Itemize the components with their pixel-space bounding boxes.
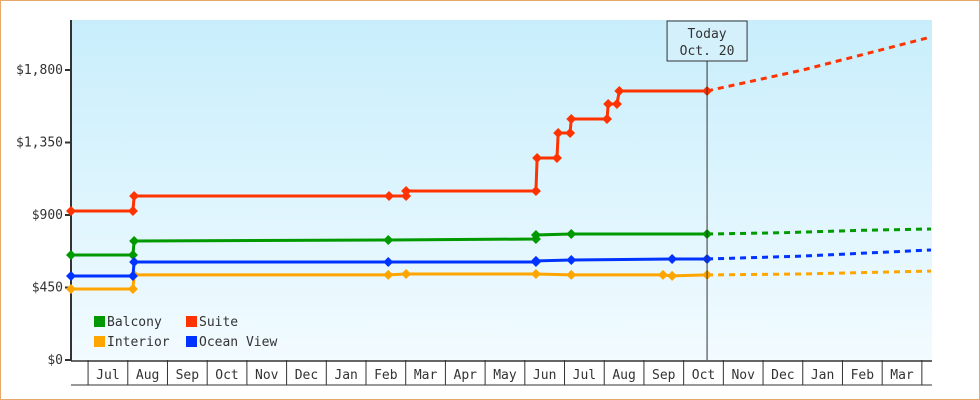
- balcony-data-point: [127, 249, 138, 260]
- x-tick-label: Apr: [454, 368, 478, 383]
- suite-data-point: [551, 152, 562, 163]
- legend-swatch: [94, 336, 105, 347]
- x-tick-label: Feb: [851, 368, 875, 383]
- ocean-view-data-point: [566, 254, 577, 265]
- suite-data-point: [530, 185, 541, 196]
- legend-swatch: [94, 316, 105, 327]
- y-tick-label: $0: [47, 353, 63, 368]
- x-tick-label: Jul: [96, 368, 119, 383]
- suite-data-point: [401, 185, 412, 196]
- interior-projection-line: [707, 269, 932, 277]
- legend-label: Suite: [199, 315, 238, 330]
- x-tick-label: Jan: [811, 368, 834, 383]
- y-tick-label: $1,800: [16, 63, 63, 78]
- today-label-box: [666, 20, 748, 62]
- balcony-data-point: [129, 235, 140, 246]
- interior-data-point: [566, 269, 577, 280]
- suite-data-point: [566, 113, 577, 124]
- ocean-view-data-point: [129, 257, 140, 268]
- suite-data-point: [384, 190, 395, 201]
- x-tick-label: Nov: [731, 368, 755, 383]
- today-label: Today: [687, 27, 726, 42]
- suite-data-point: [611, 98, 622, 109]
- ocean-view-data-point: [383, 257, 394, 268]
- legend-label: Balcony: [107, 315, 162, 330]
- x-tick-label: Jan: [334, 368, 357, 383]
- x-tick-label: Mar: [890, 368, 914, 383]
- y-tick-label: $900: [32, 208, 63, 223]
- interior-data-point: [667, 270, 678, 281]
- suite-data-point: [553, 127, 564, 138]
- legend-label: Ocean View: [199, 335, 277, 350]
- interior-data-point: [383, 269, 394, 280]
- x-tick-label: Sep: [652, 368, 676, 383]
- suite-data-point: [614, 85, 625, 96]
- ocean-view-data-point: [530, 255, 541, 266]
- y-tick-label: $450: [32, 281, 63, 296]
- x-tick-label: Aug: [136, 368, 159, 383]
- ocean-view-projection-line: [707, 248, 932, 261]
- balcony-data-point: [383, 234, 394, 245]
- x-tick-label: Dec: [771, 368, 794, 383]
- balcony-data-point: [566, 229, 577, 240]
- ocean-view-data-point: [127, 271, 138, 282]
- ocean-view-data-point: [66, 271, 76, 282]
- x-tick-label: Jul: [573, 368, 596, 383]
- y-tick-label: $1,350: [16, 136, 63, 151]
- x-tick-label: Dec: [295, 368, 318, 383]
- suite-data-point: [565, 127, 576, 138]
- balcony-data-point: [66, 249, 76, 260]
- today-date-label: Oct. 20: [680, 44, 735, 59]
- balcony-data-point: [530, 229, 541, 240]
- suite-data-point: [602, 113, 613, 124]
- x-tick-label: Oct: [692, 368, 715, 383]
- suite-data-point: [66, 205, 76, 216]
- interior-data-point: [401, 268, 412, 279]
- interior-data-point: [657, 269, 668, 280]
- suite-data-point: [532, 152, 543, 163]
- ocean-view-data-point: [667, 253, 678, 264]
- interior-data-point: [530, 268, 541, 279]
- interior-series-line: [71, 272, 708, 291]
- legend-label: Interior: [107, 335, 170, 350]
- suite-data-point: [127, 205, 138, 216]
- interior-data-point: [127, 283, 138, 294]
- x-tick-label: Aug: [612, 368, 635, 383]
- legend-swatch: [186, 336, 197, 347]
- x-tick-label: Oct: [215, 368, 238, 383]
- x-tick-label: Nov: [255, 368, 279, 383]
- interior-data-point: [66, 283, 76, 294]
- suite-data-point: [603, 98, 614, 109]
- x-tick-label: Sep: [176, 368, 200, 383]
- suite-data-point: [129, 190, 140, 201]
- x-tick-label: Jun: [533, 368, 556, 383]
- x-tick-label: Mar: [414, 368, 438, 383]
- balcony-projection-line: [707, 227, 932, 236]
- x-tick-label: Feb: [374, 368, 398, 383]
- legend-swatch: [186, 316, 197, 327]
- x-tick-label: May: [493, 368, 517, 383]
